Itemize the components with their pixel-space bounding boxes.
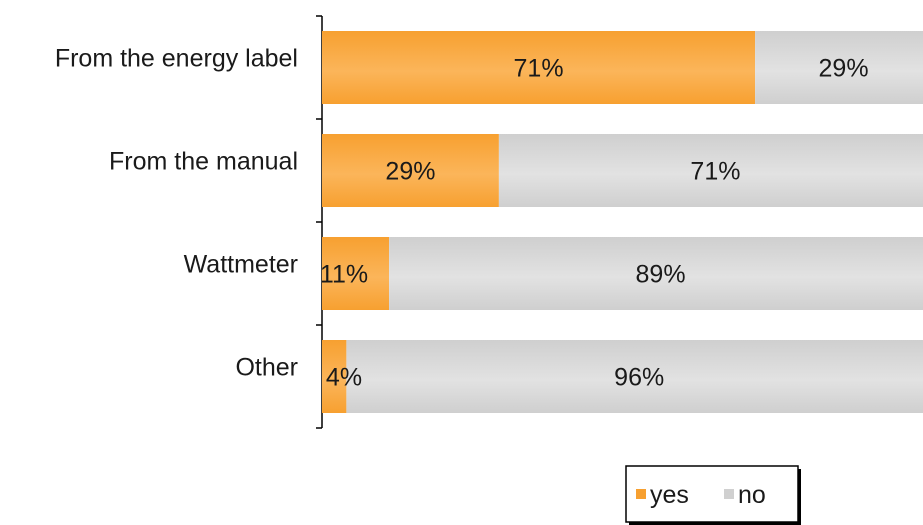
legend-label-yes: yes	[650, 481, 689, 509]
value-label-yes-4: 4%	[326, 364, 362, 392]
legend-box	[625, 465, 799, 523]
legend-label-no: no	[738, 481, 766, 509]
category-labels: From the energy label From the manual Watt…	[55, 45, 298, 382]
value-label-no-2: 71%	[690, 158, 740, 186]
value-label-no-1: 29%	[819, 55, 869, 83]
bar-yes-2	[322, 134, 499, 207]
bar-yes-4	[322, 340, 347, 413]
bar-value-labels: 71% 29% 29% 71% 11% 89% 4% 96%	[320, 55, 869, 392]
bar-no-3	[389, 237, 923, 310]
value-label-yes-1: 71%	[514, 55, 564, 83]
bar-no-1	[755, 31, 923, 104]
value-label-no-3: 89%	[636, 261, 686, 289]
value-label-yes-2: 29%	[385, 158, 435, 186]
value-label-yes-3: 11%	[320, 261, 368, 289]
category-label-4: Other	[235, 354, 298, 382]
legend-swatch-no	[724, 489, 734, 499]
bar-yes-1	[322, 31, 756, 104]
category-label-1: From the energy label	[55, 45, 298, 73]
category-label-3: Wattmeter	[184, 251, 298, 279]
bar-no-4	[346, 340, 923, 413]
legend: yes no	[625, 465, 801, 525]
category-label-2: From the manual	[109, 148, 298, 176]
bars	[322, 31, 923, 413]
bar-yes-3	[322, 237, 390, 310]
axis	[316, 15, 323, 429]
bar-no-2	[498, 134, 923, 207]
legend-swatch-yes	[636, 489, 646, 499]
value-label-no-4: 96%	[614, 364, 664, 392]
